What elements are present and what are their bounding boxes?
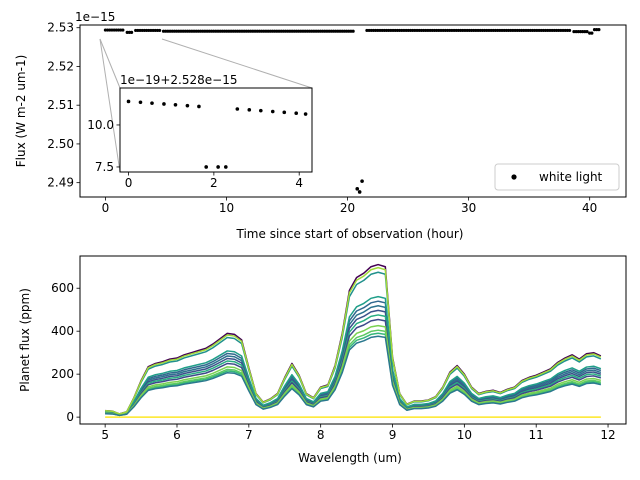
inset-point xyxy=(197,104,201,109)
y-tick-label: 2.49 xyxy=(47,176,74,190)
x-tick-label: 10 xyxy=(457,428,472,442)
y-tick-label: 2.53 xyxy=(47,21,74,35)
x-tick-label: 12 xyxy=(600,428,615,442)
inset-point xyxy=(216,165,220,169)
lightcurve-axes: 0 10 20 30 40 2.492.502.512.522.53 1e−15 Tim… xyxy=(14,10,627,241)
spectrum-line-s3 xyxy=(105,300,602,416)
spectra-frame xyxy=(79,255,627,425)
lightcurve-point xyxy=(158,28,162,33)
inset-marks xyxy=(126,99,308,169)
inset-connector-line xyxy=(99,38,121,89)
inset-point xyxy=(235,107,240,111)
inset-axes: 0 2 4 7.5 10.0 1e−19+2.528e−15 xyxy=(87,73,313,190)
lightcurve-x-label: Time since start of observation (hour) xyxy=(236,227,464,241)
spectra-y-label: Planet flux (ppm) xyxy=(18,288,32,392)
lightcurve-legend: white light xyxy=(494,163,620,191)
lightcurve-point xyxy=(360,179,364,183)
spectra-y-ticks: 0 200 400 600 xyxy=(51,281,80,424)
legend-marker xyxy=(511,174,517,180)
spectrum-line-s14 xyxy=(105,335,602,417)
spectrum-line-s7 xyxy=(105,295,602,416)
x-tick-label: 6 xyxy=(173,428,181,442)
x-tick-label: 40 xyxy=(582,201,597,215)
y-tick-label: 200 xyxy=(51,367,74,381)
inset-point xyxy=(138,100,143,105)
lightcurve-frame xyxy=(79,24,627,198)
inset-x-ticks: 0 2 4 xyxy=(125,172,303,190)
legend-label: white light xyxy=(539,170,603,184)
lightcurve-point xyxy=(129,30,134,34)
x-tick-label: 0 xyxy=(102,201,110,215)
spectrum-line-s5 xyxy=(105,309,602,416)
inset-point xyxy=(303,112,308,116)
inset-point xyxy=(150,101,154,105)
spectrum-line-s13 xyxy=(105,266,602,415)
x-tick-label: 8 xyxy=(317,428,325,442)
lightcurve-point xyxy=(567,28,572,33)
inset-point xyxy=(282,110,287,115)
inset-point xyxy=(185,103,190,108)
spectrum-line-s12 xyxy=(105,324,602,416)
x-tick-label: 7 xyxy=(245,428,253,442)
spectrum-line-s8 xyxy=(105,314,602,416)
spectrum-line-s4 xyxy=(105,305,602,416)
lightcurve-y-label: Flux (W m-2 um-1) xyxy=(14,55,28,168)
y-tick-label: 10.0 xyxy=(87,118,114,132)
lightcurve-offset-label: 1e−15 xyxy=(75,10,115,24)
x-tick-label: 0 xyxy=(125,176,133,190)
x-tick-label: 5 xyxy=(101,428,109,442)
inset-offset-label: 1e−19+2.528e−15 xyxy=(120,73,237,87)
x-tick-label: 4 xyxy=(295,176,303,190)
inset-point xyxy=(162,102,166,106)
spectrum-line-s11 xyxy=(105,329,602,417)
y-tick-label: 400 xyxy=(51,324,74,338)
lightcurve-x-ticks: 0 10 20 30 40 xyxy=(102,197,597,215)
lightcurve-point xyxy=(357,190,362,194)
inset-y-ticks: 7.5 10.0 xyxy=(87,118,120,174)
y-tick-label: 0 xyxy=(66,410,74,424)
spectrum-line-s6 xyxy=(105,271,602,415)
lightcurve-point xyxy=(351,29,355,33)
x-tick-label: 10 xyxy=(219,201,234,215)
inset-point xyxy=(259,108,263,113)
y-tick-label: 600 xyxy=(51,281,74,295)
spectrum-line-s9 xyxy=(105,318,602,416)
inset-point xyxy=(204,165,208,169)
inset-point xyxy=(294,111,299,115)
lightcurve-point xyxy=(121,28,125,32)
spectra-x-label: Wavelength (um) xyxy=(298,451,402,465)
inset-connector-line xyxy=(99,38,121,173)
inset-point xyxy=(247,108,252,112)
x-tick-label: 20 xyxy=(340,201,355,215)
x-tick-label: 11 xyxy=(529,428,544,442)
inset-point xyxy=(126,99,131,104)
lightcurve-point xyxy=(585,29,589,34)
inset-point xyxy=(173,103,178,107)
lightcurve-y-ticks: 2.49 2.50 2.51 2.52 2.53 xyxy=(47,21,80,190)
y-tick-label: 2.52 xyxy=(47,59,74,73)
x-tick-label: 2 xyxy=(210,176,218,190)
y-tick-label: 2.50 xyxy=(47,137,74,151)
x-tick-label: 30 xyxy=(461,201,476,215)
y-tick-label: 2.51 xyxy=(47,98,74,112)
x-tick-label: 9 xyxy=(389,428,397,442)
spectra-x-ticks: 5 6 7 8 9 10 11 12 xyxy=(101,424,616,442)
lightcurve-point xyxy=(355,187,360,191)
inset-connector-line xyxy=(161,38,313,89)
inset-point xyxy=(224,165,228,169)
lightcurve-point xyxy=(597,28,601,32)
spectra-lines xyxy=(105,263,602,418)
legend-box xyxy=(494,163,620,191)
inset-frame xyxy=(119,87,313,173)
lightcurve-marks xyxy=(103,28,601,194)
y-tick-label: 7.5 xyxy=(95,160,114,174)
lightcurve-point xyxy=(590,31,594,35)
inset-point xyxy=(270,109,275,114)
spectra-axes: 5 6 7 8 9 10 11 12 0 200 400 600 Wavelength (um) P… xyxy=(18,255,627,465)
